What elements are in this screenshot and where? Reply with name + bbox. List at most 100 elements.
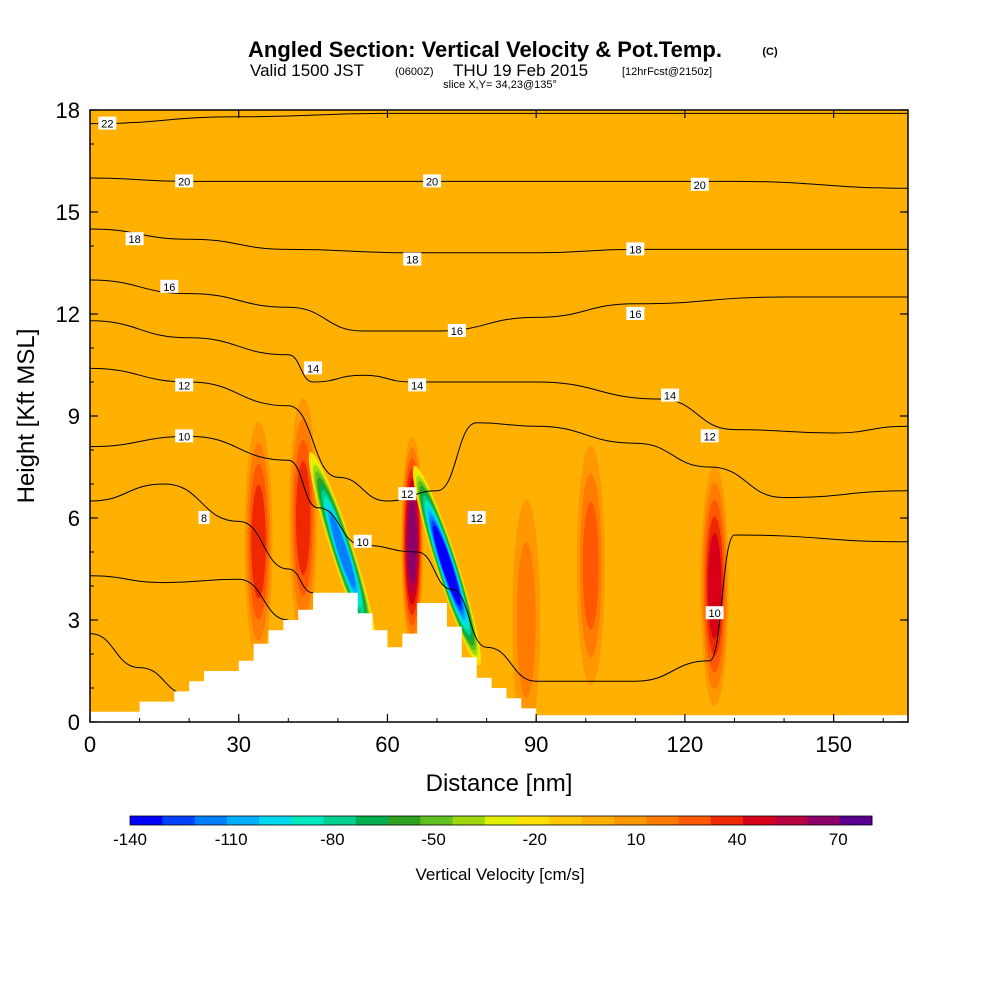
contour-label-box <box>175 378 194 392</box>
colorbar-tick-label: 70 <box>829 830 848 849</box>
colorbar: -140 -110 -80 -50 -20 10 40 70 <box>113 815 873 849</box>
axes: 0 30 60 90 120 150 0 3 6 9 12 15 18 <box>56 98 908 757</box>
contour-label-text: 10 <box>357 537 369 549</box>
copyright-mark: (C) <box>762 46 778 58</box>
contour-label: 16 <box>447 324 466 338</box>
x-tick-label: 150 <box>815 732 852 757</box>
contour-label: 10 <box>175 429 194 443</box>
x-tick-label: 120 <box>667 732 704 757</box>
velocity-cell-updraft-west-a <box>244 421 273 662</box>
contour-label-box <box>705 606 724 620</box>
colorbar-title: Vertical Velocity [cm/s] <box>415 865 584 884</box>
colorbar-swatch <box>162 816 196 825</box>
contour-label-box <box>304 361 323 375</box>
y-tick-label: 15 <box>56 200 80 225</box>
velocity-field-background <box>90 110 908 722</box>
contour-label-text: 12 <box>704 431 716 443</box>
contour-label: 18 <box>626 242 645 256</box>
contour-label: 12 <box>175 378 194 392</box>
velocity-contour-fill <box>330 515 356 589</box>
colorbar-swatch <box>710 816 744 825</box>
contour-label: 18 <box>403 252 422 267</box>
colorbar-swatch <box>581 816 615 825</box>
velocity-cell-downdraft-lee-1 <box>308 452 377 652</box>
velocity-contour-fill <box>516 542 536 698</box>
colorbar-swatch <box>807 816 841 825</box>
terrain-mask <box>90 592 908 722</box>
velocity-contour-fill <box>434 530 460 601</box>
colorbar-swatch <box>130 816 163 825</box>
valid-utc: (0600Z) <box>395 66 434 78</box>
contour-label-text: 8 <box>201 513 207 525</box>
contour-label-text: 22 <box>101 119 113 131</box>
x-tick-label: 60 <box>375 732 399 757</box>
velocity-contour-fill <box>296 461 311 575</box>
contour-label-box <box>447 324 466 337</box>
contour-label-text: 18 <box>629 244 641 256</box>
colorbar-swatch <box>549 816 583 825</box>
contour-label-box <box>98 116 117 130</box>
valid-prefix: Valid 1500 JST <box>250 61 364 80</box>
contour-label-box <box>467 511 486 524</box>
colorbar-swatch <box>742 816 776 825</box>
contour-label-text: 12 <box>178 380 190 392</box>
contour-label-box <box>398 487 417 501</box>
contour-label: 20 <box>690 177 709 192</box>
x-tick-label: 0 <box>84 732 96 757</box>
x-axis-title: Distance [nm] <box>426 770 573 797</box>
colorbar-swatch <box>226 816 260 825</box>
velocity-contour-fill <box>251 484 266 599</box>
theta-contour-22 <box>90 112 908 125</box>
colorbar-tick-label: 40 <box>728 830 747 849</box>
theta-contour-10 <box>90 435 908 682</box>
valid-date: THU 19 Feb 2015 <box>453 61 588 80</box>
velocity-cell-updraft-east-a <box>576 445 605 686</box>
colorbar-tick-label: -80 <box>320 830 345 849</box>
contour-label: 12 <box>467 511 486 525</box>
contour-label-text: 20 <box>426 176 438 188</box>
contour-label: 20 <box>423 174 442 188</box>
theta-contour-14 <box>90 320 908 434</box>
y-axis-title: Height [Kft MSL] <box>13 329 40 504</box>
colorbar-swatch <box>194 816 228 825</box>
y-tick-label: 18 <box>56 98 80 123</box>
plot-area: 22 20 20 20 18 18 18 16 16 16 14 14 14 12 12 12 12 10 10 10… <box>90 110 908 722</box>
theta-contour-12 <box>90 367 908 502</box>
contour-label-text: 10 <box>178 431 190 443</box>
contour-label-text: 20 <box>178 176 190 188</box>
contour-label-box <box>160 279 179 293</box>
velocity-cell-weak-updraft-88 <box>512 500 541 722</box>
contour-label: 14 <box>661 388 680 403</box>
velocity-contour-fill <box>407 499 418 584</box>
theta-contour-18 <box>90 228 908 254</box>
contour-label-text: 12 <box>401 489 413 501</box>
theta-contour-unlabeled-9 <box>90 633 190 696</box>
contour-label-box <box>353 534 372 548</box>
contour-label: 20 <box>175 174 194 188</box>
y-tick-label: 6 <box>68 506 80 531</box>
colorbar-tick-label: -110 <box>215 830 248 849</box>
contour-label-box <box>700 429 719 443</box>
contour-label-text: 16 <box>629 309 641 321</box>
y-tick-label: 3 <box>68 608 80 633</box>
contour-label: 8 <box>198 511 210 525</box>
colorbar-swatch <box>839 816 873 825</box>
colorbar-swatch <box>420 816 454 825</box>
contour-label-text: 18 <box>128 234 140 246</box>
contour-label-text: 16 <box>163 282 175 294</box>
contour-label-box <box>626 307 645 320</box>
colorbar-swatch <box>355 816 389 825</box>
theta-contour-20 <box>90 177 908 189</box>
velocity-cell-updraft-west-b <box>289 398 318 638</box>
contour-label-box <box>690 177 709 191</box>
contour-label-box <box>408 378 427 392</box>
contour-label-text: 14 <box>411 380 423 392</box>
colorbar-swatch <box>484 816 518 825</box>
contour-label-box <box>175 174 194 188</box>
contour-label-text: 14 <box>664 391 676 403</box>
contour-label-box <box>198 511 210 524</box>
contour-label-text: 18 <box>406 255 418 267</box>
contour-label-text: 20 <box>694 180 706 192</box>
chart-title: Angled Section: Vertical Velocity & Pot.… <box>248 37 722 62</box>
